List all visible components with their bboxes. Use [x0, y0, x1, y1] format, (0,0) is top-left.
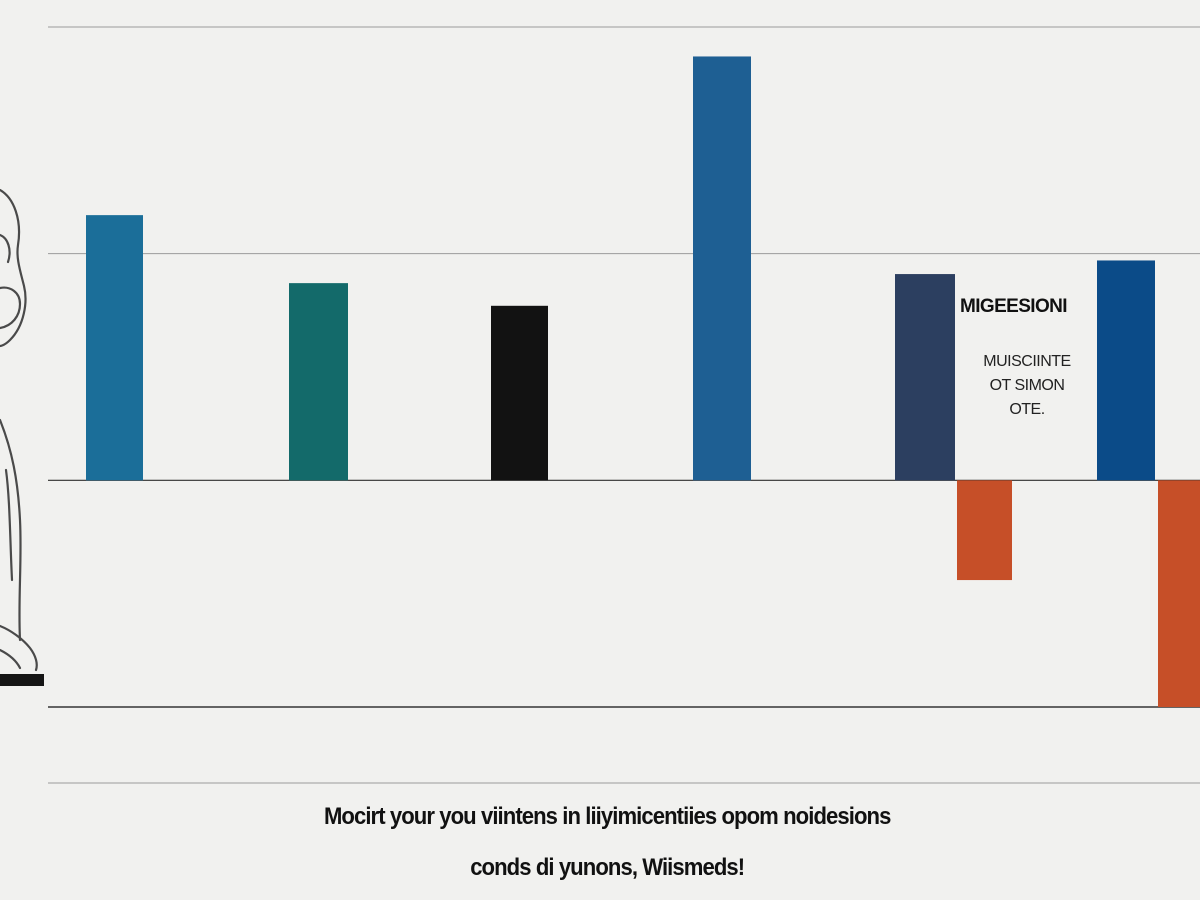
caption-line-1: Mocirt your you viintens in liiyimicenti… [323, 803, 891, 830]
figure-illustration [0, 188, 38, 672]
gridlines [48, 26, 1200, 784]
bar-1 [86, 215, 143, 481]
annotation-title: MIGEESIONI [960, 296, 1068, 317]
bar-8 [1158, 480, 1200, 707]
figure-pedestal [0, 674, 44, 686]
annotation-body: MUISCIINTE OT SIMON OTE. [983, 353, 1071, 418]
bar-3 [491, 305, 548, 481]
bar-4 [693, 56, 751, 481]
bar-6 [957, 480, 1012, 581]
bar-5 [895, 274, 955, 481]
bars [86, 56, 1200, 707]
caption-line-2: conds di yunons, Wiismeds! [470, 854, 745, 881]
bar-2 [289, 283, 348, 481]
bar-7 [1097, 260, 1155, 481]
